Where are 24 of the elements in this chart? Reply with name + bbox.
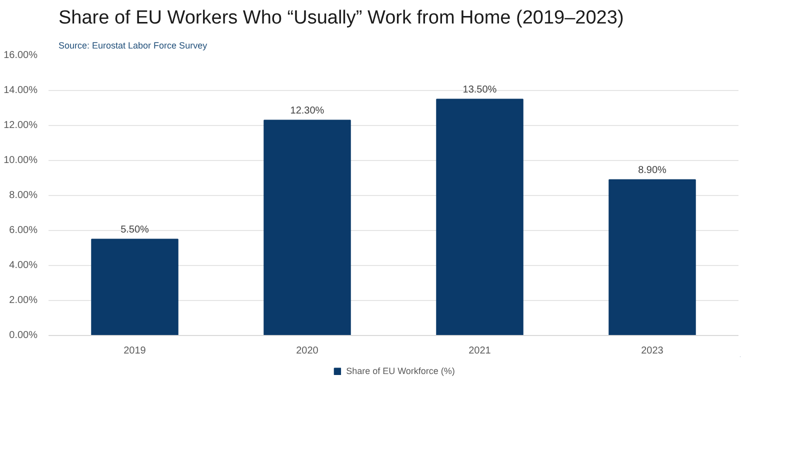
bar <box>608 179 696 336</box>
y-tick-label: 0.00% <box>9 330 38 341</box>
bar <box>264 120 351 336</box>
y-tick-label: 14.00% <box>4 85 38 96</box>
y-tick-label: 16.00% <box>4 50 38 61</box>
y-tick-label: 10.00% <box>4 155 38 166</box>
bar <box>436 98 524 336</box>
data-label: 13.50% <box>462 84 497 96</box>
x-tick-label: 2019 <box>124 346 146 356</box>
y-tick-label: 4.00% <box>9 260 38 271</box>
y-tick-label: 8.00% <box>9 190 38 201</box>
y-tick-label: 12.00% <box>4 120 38 131</box>
bar <box>91 238 178 336</box>
y-tick-label: 6.00% <box>9 225 38 236</box>
x-tick-label: 2020 <box>296 346 319 356</box>
chart-title: Share of EU Workers Who “Usually” Work from Home (2019–2023) <box>58 8 624 28</box>
chart-subtitle: Source: Eurostat Labor Force Survey <box>58 40 208 50</box>
legend-label: Share of EU Workforce (%) <box>346 366 455 376</box>
data-label: 5.50% <box>120 224 150 236</box>
data-label: 8.90% <box>638 164 667 176</box>
x-tick-label: 2023 <box>641 346 664 356</box>
x-tick-label: 2021 <box>468 346 492 356</box>
data-label: 12.30% <box>290 105 324 116</box>
y-tick-label: 2.00% <box>9 295 38 306</box>
